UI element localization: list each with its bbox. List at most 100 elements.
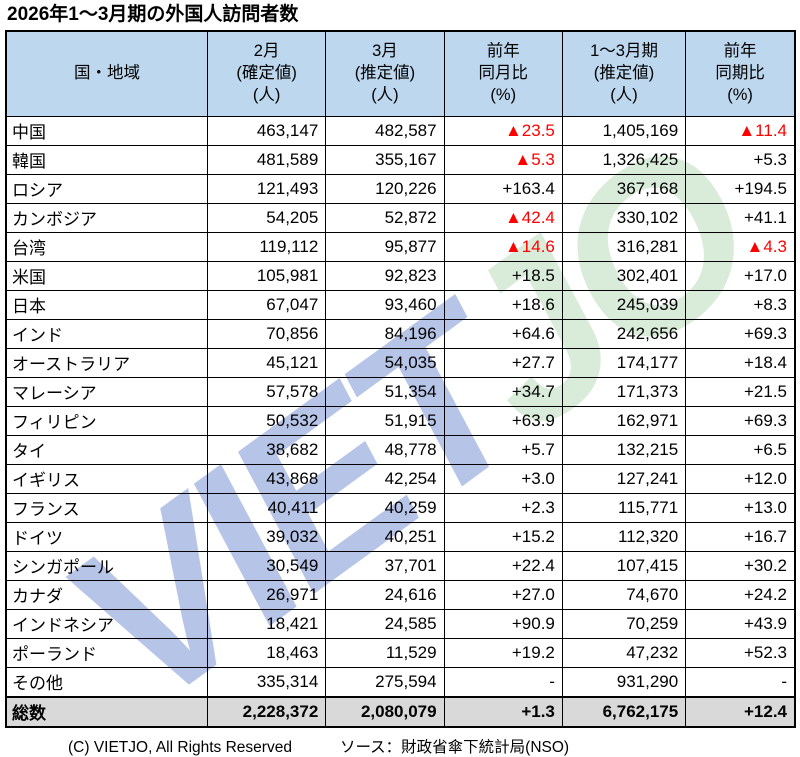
cell-yoy-quarter: +17.0 <box>685 260 796 291</box>
cell-yoy-month: +3.0 <box>443 463 563 494</box>
source-text: ソース：財政省傘下統計局(NSO) <box>339 738 570 756</box>
cell-feb: 54,205 <box>206 202 327 233</box>
cell-feb: 463,147 <box>206 115 327 146</box>
table-row: ポーランド 18,463 11,529 +19.2 47,232 +52.3 <box>5 637 796 668</box>
cell-mar: 92,823 <box>325 260 445 291</box>
cell-region: 中国 <box>5 115 208 146</box>
cell-mar: 95,877 <box>325 231 445 262</box>
cell-region: フランス <box>5 492 208 523</box>
cell-region: 米国 <box>5 260 208 291</box>
cell-region: シンガポール <box>5 550 208 581</box>
table-row: イギリス 43,868 42,254 +3.0 127,241 +12.0 <box>5 463 796 494</box>
table-header: 国・地域 2月 (確定値) (人) 3月 (推定値) (人) 前年 同月比 (%) 1～… <box>5 30 796 117</box>
cell-mar: 51,915 <box>325 405 445 436</box>
cell-yoy-quarter: +12.0 <box>685 463 796 494</box>
cell-q1: 174,177 <box>561 347 687 378</box>
table-row: オーストラリア 45,121 54,035 +27.7 174,177 +18.4 <box>5 347 796 378</box>
cell-yoy-month: +15.2 <box>443 521 563 552</box>
cell-region: ドイツ <box>5 521 208 552</box>
cell-q1: 74,670 <box>561 579 687 610</box>
cell-q1: 70,259 <box>561 608 687 639</box>
footer: (C) VIETJO, All Rights Reserved ソース：財政省傘… <box>0 728 800 757</box>
cell-mar: 482,587 <box>325 115 445 146</box>
cell-mar: 11,529 <box>325 637 445 668</box>
cell-yoy-month: +34.7 <box>443 376 563 407</box>
cell-region: マレーシア <box>5 376 208 407</box>
table-row: フランス 40,411 40,259 +2.3 115,771 +13.0 <box>5 492 796 523</box>
cell-yoy-month: +19.2 <box>443 637 563 668</box>
cell-mar: 48,778 <box>325 434 445 465</box>
cell-mar: 120,226 <box>325 173 445 204</box>
cell-q1: 6,762,175 <box>561 695 687 728</box>
cell-feb: 40,411 <box>206 492 327 523</box>
cell-region: インドネシア <box>5 608 208 639</box>
cell-yoy-month: +22.4 <box>443 550 563 581</box>
cell-feb: 26,971 <box>206 579 327 610</box>
table-row: 韓国 481,589 355,167 ▲5.3 1,326,425 +5.3 <box>5 144 796 175</box>
table-row: ドイツ 39,032 40,251 +15.2 112,320 +16.7 <box>5 521 796 552</box>
cell-feb: 481,589 <box>206 144 327 175</box>
cell-yoy-quarter: +69.3 <box>685 405 796 436</box>
cell-mar: 37,701 <box>325 550 445 581</box>
table-row: ロシア 121,493 120,226 +163.4 367,168 +194.5 <box>5 173 796 204</box>
cell-yoy-month: +18.5 <box>443 260 563 291</box>
cell-feb: 30,549 <box>206 550 327 581</box>
cell-yoy-quarter: +43.9 <box>685 608 796 639</box>
cell-q1: 1,326,425 <box>561 144 687 175</box>
cell-q1: 367,168 <box>561 173 687 204</box>
table-row: タイ 38,682 48,778 +5.7 132,215 +6.5 <box>5 434 796 465</box>
cell-q1: 1,405,169 <box>561 115 687 146</box>
cell-region: インド <box>5 318 208 349</box>
cell-feb: 119,112 <box>206 231 327 262</box>
cell-q1: 132,215 <box>561 434 687 465</box>
cell-yoy-month: +2.3 <box>443 492 563 523</box>
table-row: インド 70,856 84,196 +64.6 242,656 +69.3 <box>5 318 796 349</box>
cell-mar: 2,080,079 <box>325 695 445 728</box>
cell-q1: 316,281 <box>561 231 687 262</box>
visitors-table: 国・地域 2月 (確定値) (人) 3月 (推定値) (人) 前年 同月比 (%) 1～… <box>5 29 796 728</box>
cell-region: 総数 <box>5 695 208 728</box>
cell-feb: 335,314 <box>206 666 327 698</box>
cell-feb: 2,228,372 <box>206 695 327 728</box>
cell-yoy-quarter: +12.4 <box>685 695 796 728</box>
column-header-4: 1～3月期 (推定値) (人) <box>561 30 687 117</box>
copyright-text: (C) VIETJO, All Rights Reserved <box>68 738 292 756</box>
cell-region: フィリピン <box>5 405 208 436</box>
cell-feb: 67,047 <box>206 289 327 320</box>
cell-yoy-month: ▲23.5 <box>443 115 563 146</box>
cell-region: ロシア <box>5 173 208 204</box>
cell-q1: 242,656 <box>561 318 687 349</box>
cell-yoy-month: +27.7 <box>443 347 563 378</box>
cell-feb: 70,856 <box>206 318 327 349</box>
cell-yoy-quarter: ▲11.4 <box>685 115 796 146</box>
cell-yoy-quarter: +52.3 <box>685 637 796 668</box>
cell-feb: 57,578 <box>206 376 327 407</box>
cell-region: カンボジア <box>5 202 208 233</box>
cell-yoy-quarter: +21.5 <box>685 376 796 407</box>
cell-q1: 107,415 <box>561 550 687 581</box>
cell-yoy-quarter: +8.3 <box>685 289 796 320</box>
table-row: 米国 105,981 92,823 +18.5 302,401 +17.0 <box>5 260 796 291</box>
cell-feb: 45,121 <box>206 347 327 378</box>
table-row: 台湾 119,112 95,877 ▲14.6 316,281 ▲4.3 <box>5 231 796 262</box>
cell-feb: 39,032 <box>206 521 327 552</box>
cell-q1: 112,320 <box>561 521 687 552</box>
cell-q1: 162,971 <box>561 405 687 436</box>
cell-q1: 330,102 <box>561 202 687 233</box>
cell-yoy-month: ▲14.6 <box>443 231 563 262</box>
cell-yoy-month: - <box>443 666 563 698</box>
cell-yoy-month: ▲5.3 <box>443 144 563 175</box>
cell-mar: 355,167 <box>325 144 445 175</box>
table-row: 中国 463,147 482,587 ▲23.5 1,405,169 ▲11.4 <box>5 115 796 146</box>
cell-mar: 54,035 <box>325 347 445 378</box>
column-header-0: 国・地域 <box>5 30 208 117</box>
cell-mar: 275,594 <box>325 666 445 698</box>
cell-mar: 52,872 <box>325 202 445 233</box>
page-title: 2026年1～3月期の外国人訪問者数 <box>7 4 299 25</box>
cell-q1: 171,373 <box>561 376 687 407</box>
cell-q1: 127,241 <box>561 463 687 494</box>
cell-feb: 43,868 <box>206 463 327 494</box>
cell-yoy-month: +90.9 <box>443 608 563 639</box>
cell-yoy-month: +5.7 <box>443 434 563 465</box>
